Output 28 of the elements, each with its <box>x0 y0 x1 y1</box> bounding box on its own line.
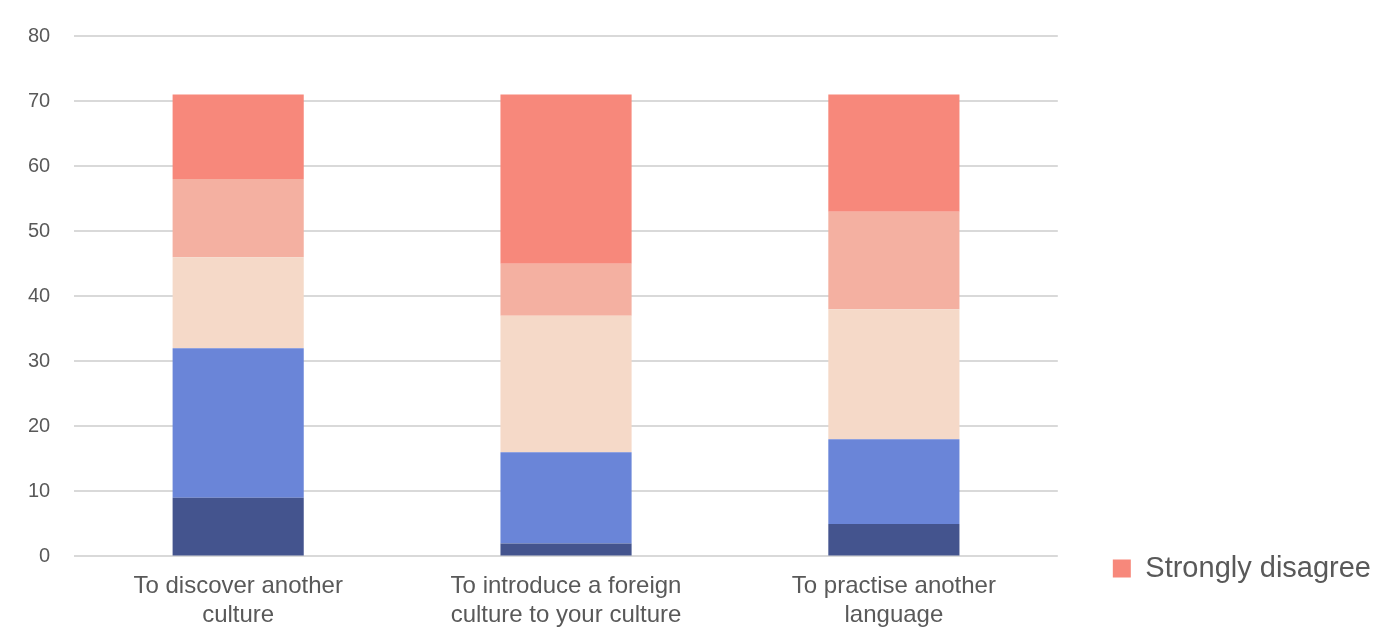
y-tick-label: 40 <box>28 283 51 306</box>
bar <box>828 439 960 524</box>
bar <box>500 543 632 556</box>
x-tick-label: To discover another culture <box>133 571 343 628</box>
bar <box>172 497 304 556</box>
y-tick-label: 20 <box>28 413 51 436</box>
bar <box>828 523 960 556</box>
y-tick-label: 70 <box>28 88 51 111</box>
bar <box>828 211 960 310</box>
bar <box>172 348 304 498</box>
bar <box>500 94 632 264</box>
legend-label: Strongly disagree <box>1145 550 1371 583</box>
bar <box>500 315 632 453</box>
y-tick-label: 80 <box>28 23 51 46</box>
bar <box>172 94 304 180</box>
y-tick-label: 10 <box>28 478 51 501</box>
y-tick-label: 0 <box>39 543 51 566</box>
bar <box>172 179 304 258</box>
x-tick-label: To practise another language <box>791 571 996 628</box>
bar <box>500 452 632 544</box>
bar <box>828 94 960 212</box>
bar <box>172 257 304 349</box>
y-tick-label: 60 <box>28 153 51 176</box>
bar <box>828 309 960 440</box>
y-tick-label: 30 <box>28 348 51 371</box>
bar <box>500 263 632 316</box>
x-tick-label: To introduce a foreign culture to your culture <box>450 571 682 628</box>
y-tick-label: 50 <box>28 218 51 241</box>
